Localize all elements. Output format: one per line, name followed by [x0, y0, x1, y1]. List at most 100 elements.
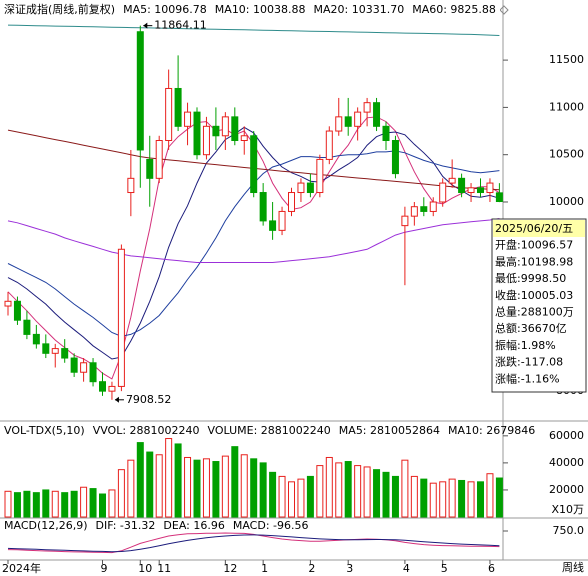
- candle-body: [306, 182, 314, 194]
- info-row: 总量:288100万: [495, 305, 574, 319]
- candle-body: [325, 130, 333, 160]
- volume-bar: [117, 469, 125, 518]
- y-tick-label: 10000: [549, 195, 584, 208]
- volume-bar: [42, 489, 50, 518]
- header-text: DEA: 16.96: [163, 519, 224, 532]
- header-text: MA60: 9825.88: [412, 3, 496, 16]
- volume-bar: [108, 489, 116, 518]
- header-text: MA5: 10096.78: [123, 3, 207, 16]
- period-label: 周线: [562, 560, 584, 574]
- candle-body: [344, 116, 352, 127]
- volume-bar: [70, 490, 78, 518]
- volume-bar: [458, 479, 466, 518]
- volume-bar: [401, 459, 409, 518]
- candle-body: [89, 362, 97, 383]
- candle-body: [420, 206, 428, 212]
- candle-body: [240, 135, 248, 142]
- candle-body: [363, 102, 371, 113]
- header-bg: [0, 0, 500, 20]
- candle-body: [477, 187, 484, 194]
- y-tick-label: 11000: [549, 100, 584, 113]
- volume-bar: [344, 461, 352, 518]
- header-text: DIF: -31.32: [96, 519, 156, 532]
- x-tick-label: 5: [441, 562, 448, 575]
- volume-bar: [363, 466, 371, 518]
- candle-body: [373, 102, 381, 127]
- x-tick-label: 12: [223, 562, 237, 575]
- volume-bar: [89, 488, 97, 518]
- info-row: 最低:9998.50: [495, 272, 566, 285]
- volume-bar: [373, 469, 381, 518]
- volume-bar: [477, 481, 484, 518]
- annotation-arrowhead: [143, 22, 148, 29]
- candle-body: [61, 348, 69, 359]
- candle-body: [155, 140, 163, 179]
- candle-body: [401, 215, 409, 227]
- candle-body: [269, 220, 277, 231]
- volume-bar: [240, 454, 248, 518]
- candle-body: [458, 177, 466, 194]
- candle-body: [495, 192, 503, 203]
- candle-body: [70, 357, 78, 373]
- info-row: 最高:10198.98: [495, 254, 573, 268]
- x-tick-label: 2024年: [2, 561, 41, 575]
- info-box: 2025/06/20/五开盘:10096.57 最高:10198.98 最低:999…: [491, 218, 587, 393]
- info-row: 振幅:1.98%: [495, 338, 556, 352]
- header-text: VVOL: 2881002240: [93, 424, 200, 437]
- candle-body: [439, 182, 447, 203]
- candle-body: [391, 140, 399, 175]
- volume-bar: [23, 490, 31, 518]
- candle-body: [136, 31, 144, 151]
- x-tick-label: 2: [308, 562, 315, 575]
- candle-body: [354, 111, 362, 127]
- info-row: 开盘:10096.57: [495, 238, 573, 252]
- header-text: MA10: 2679846: [448, 424, 535, 437]
- candle-body: [250, 135, 258, 194]
- ma-line: [7, 24, 500, 36]
- volume-bar: [259, 462, 267, 518]
- x-tick-label: 10: [138, 562, 152, 575]
- candle-body: [202, 125, 210, 156]
- x-tick-label: 3: [346, 562, 353, 575]
- volume-bar: [382, 471, 390, 518]
- volume-bar: [439, 481, 447, 518]
- candle-body: [117, 248, 125, 387]
- volume-bar: [288, 481, 295, 518]
- candle-body: [80, 362, 88, 373]
- x-tick-label: 9: [101, 562, 108, 575]
- y-tick-label: 40000: [549, 456, 584, 469]
- candle-body: [51, 348, 59, 354]
- info-date: 2025/06/20/五: [495, 222, 573, 235]
- volume-bar: [136, 442, 144, 518]
- volume-bar: [184, 456, 192, 518]
- header-text: MA20: 10331.70: [314, 3, 405, 16]
- volume-bar: [335, 462, 343, 518]
- candle-body: [146, 158, 154, 179]
- candle-body: [184, 111, 192, 127]
- volume-bar: [61, 492, 69, 518]
- info-row: 涨跌:-117.08: [495, 355, 563, 369]
- volume-bar: [4, 490, 12, 518]
- volume-bar: [420, 478, 428, 518]
- candle-body: [23, 319, 31, 335]
- volume-bar: [354, 465, 362, 518]
- candle-body: [108, 385, 116, 392]
- volume-bar: [278, 475, 286, 518]
- candle-body: [467, 187, 475, 194]
- candle-body: [4, 300, 12, 307]
- header-text: VOLUME: 2881002240: [208, 424, 331, 437]
- x-tick-label: 4: [403, 562, 410, 575]
- volume-bar: [212, 461, 220, 518]
- x-tick-label: 6: [488, 562, 495, 575]
- volume-bar: [193, 459, 201, 518]
- volume-bar: [202, 458, 210, 518]
- ma-line: [7, 218, 500, 263]
- info-date-bg: [493, 220, 585, 237]
- volume-bar: [99, 493, 106, 518]
- volume-bar: [486, 473, 494, 518]
- candle-body: [297, 182, 305, 194]
- volume-bar: [495, 477, 503, 518]
- candle-body: [174, 87, 182, 127]
